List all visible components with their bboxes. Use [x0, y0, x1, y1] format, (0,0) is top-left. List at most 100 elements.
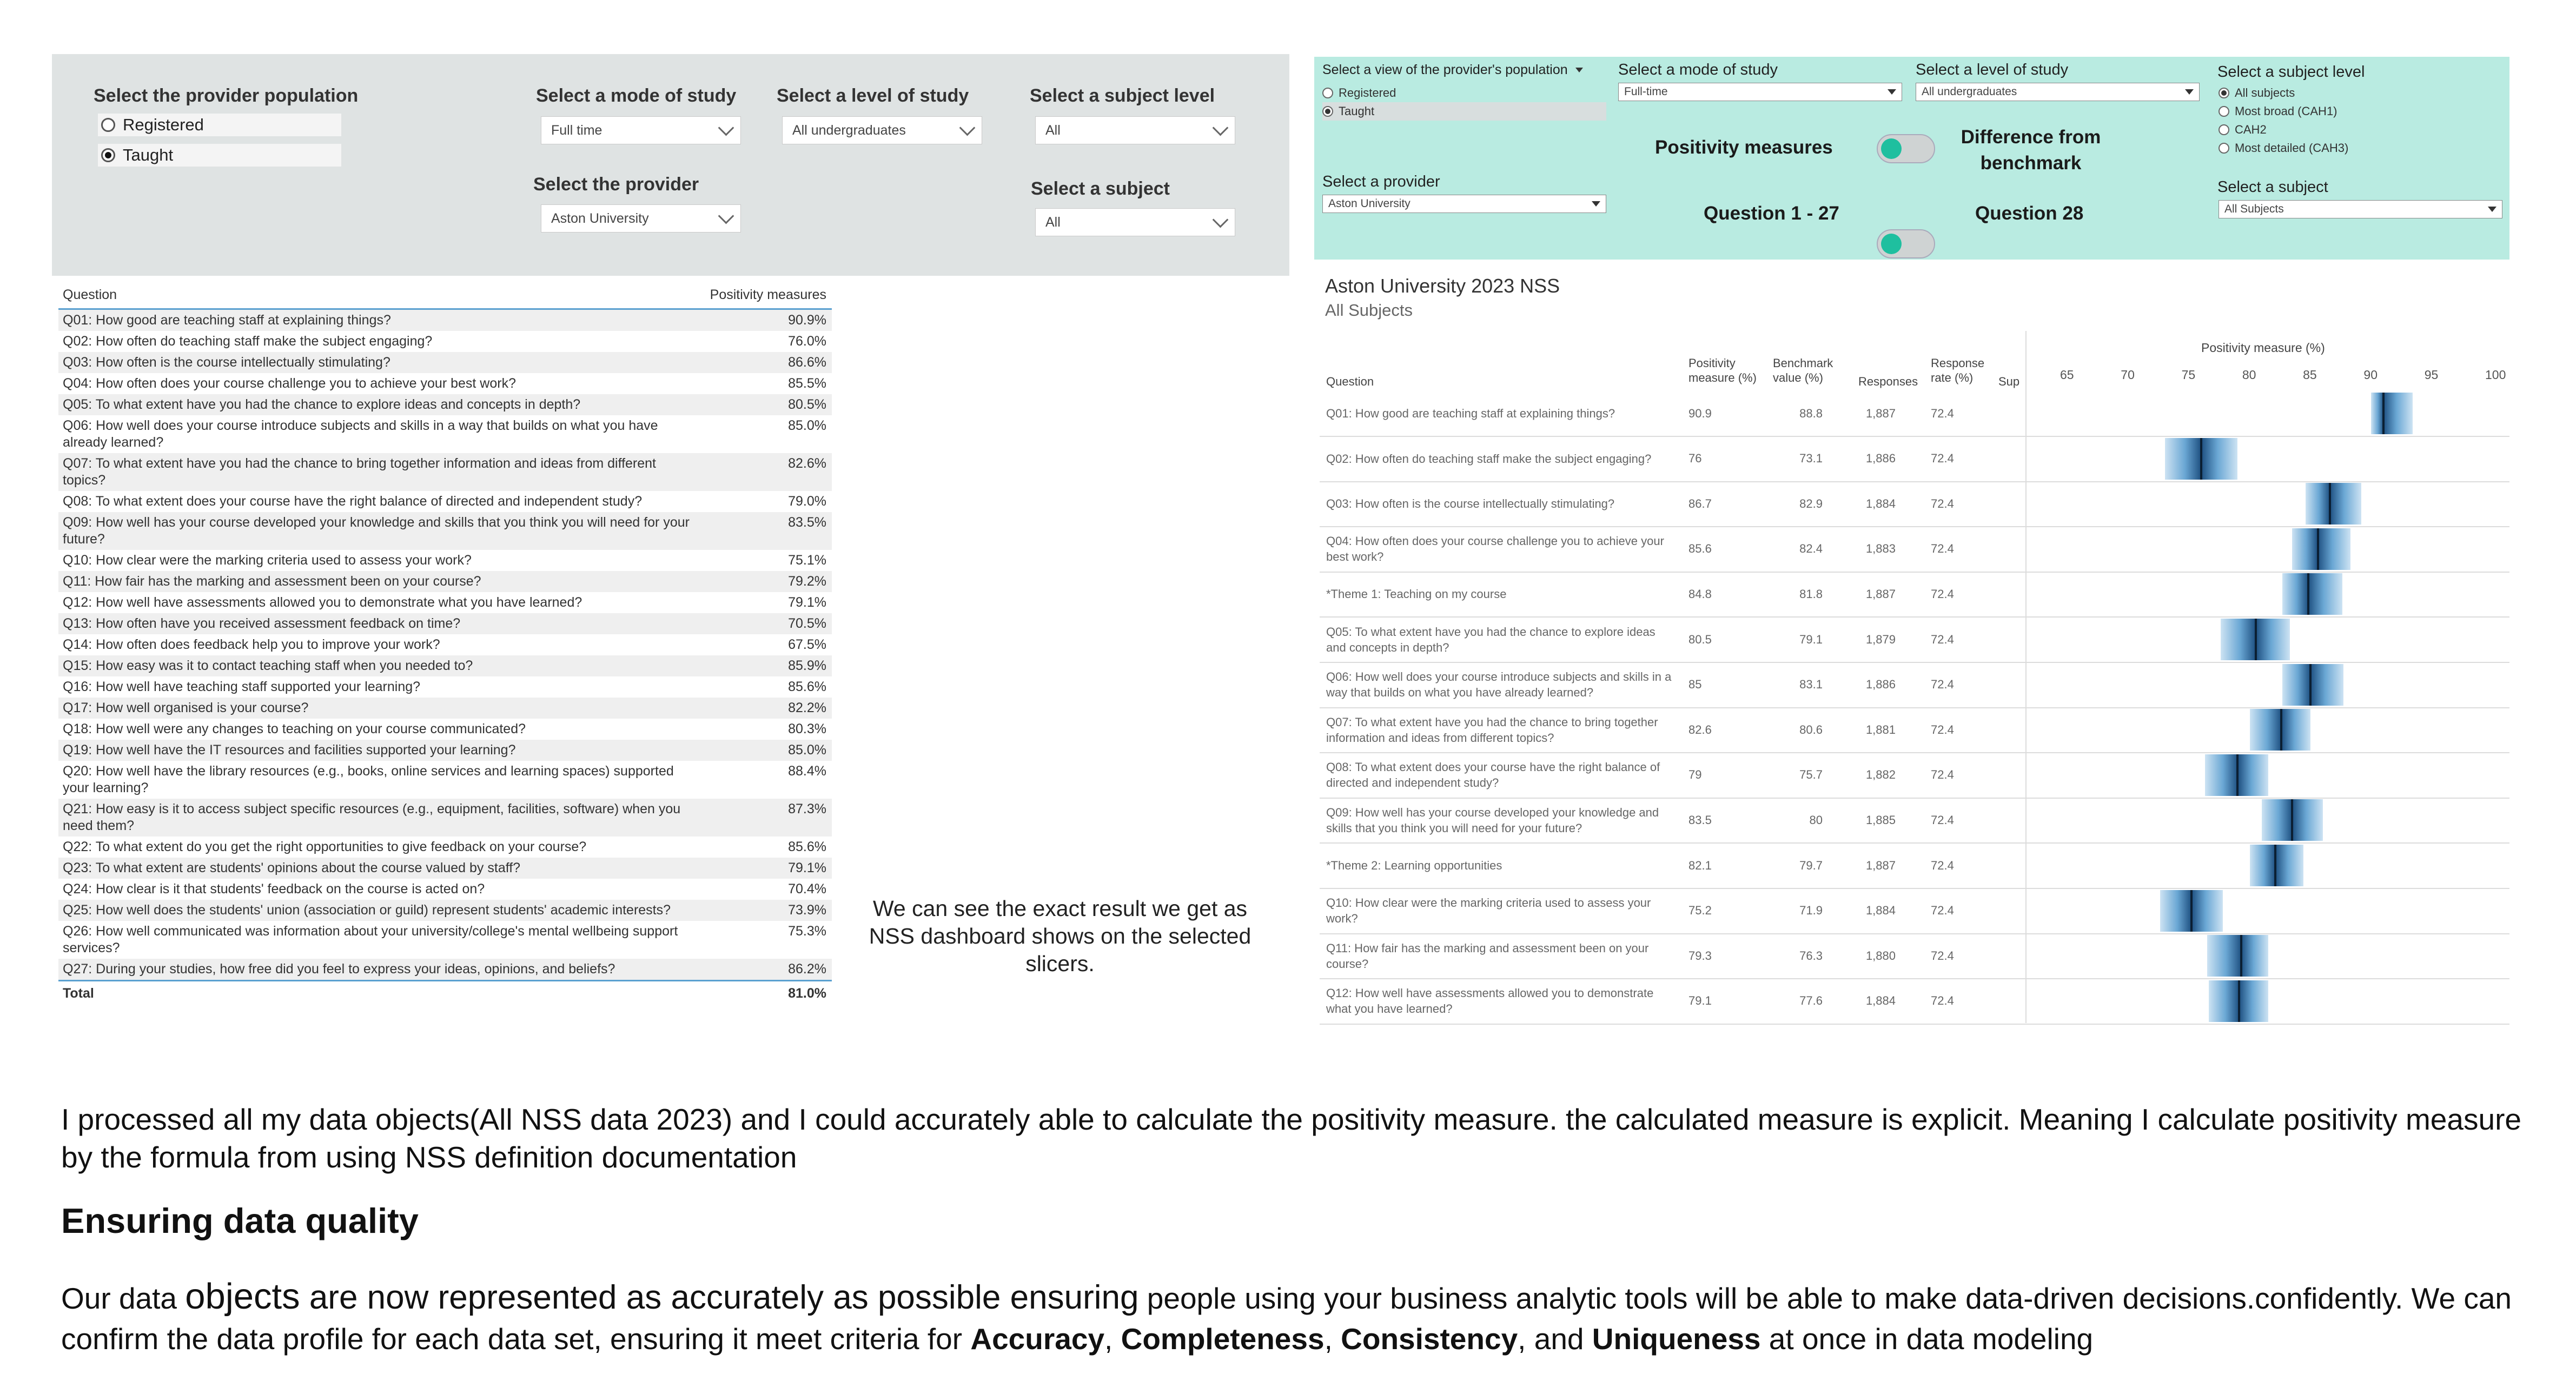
confidence-interval-bar[interactable]	[2371, 393, 2413, 434]
table-row[interactable]: Q09: How well has your course developed …	[58, 512, 832, 550]
rt-table-row[interactable]: Q10: How clear were the marking criteria…	[1320, 888, 2509, 934]
table-row[interactable]: Q01: How good are teaching staff at expl…	[58, 310, 832, 331]
table-row[interactable]: Q16: How well have teaching staff suppor…	[58, 676, 832, 698]
confidence-interval-bar[interactable]	[2249, 845, 2303, 886]
table-row[interactable]: Q08: To what extent does your course hav…	[58, 491, 832, 512]
confidence-interval-bar[interactable]	[2292, 528, 2351, 570]
rt-table-row[interactable]: *Theme 1: Teaching on my course 84.8 81.8 1…	[1320, 572, 2509, 618]
confidence-interval-bar[interactable]	[2282, 573, 2342, 615]
column-header-question[interactable]: Question	[63, 287, 117, 302]
table-row[interactable]: Q05: To what extent have you had the cha…	[58, 394, 832, 415]
table-row[interactable]: Q27: During your studies, how free did y…	[58, 959, 832, 980]
table-row[interactable]: Q12: How well have assessments allowed y…	[58, 592, 832, 613]
positivity-marker	[2236, 754, 2239, 796]
level-dropdown-r[interactable]: All undergraduates	[1916, 83, 2200, 101]
mode-dropdown[interactable]: Full time	[541, 116, 741, 144]
level-value: All undergraduates	[792, 122, 906, 138]
rt-table-row[interactable]: Q07: To what extent have you had the cha…	[1320, 707, 2509, 754]
view-radio-group: Registered Taught	[1322, 84, 1606, 121]
mode-dropdown-r[interactable]: Full-time	[1618, 83, 1902, 101]
table-row[interactable]: Q15: How easy was it to contact teaching…	[58, 655, 832, 676]
confidence-interval-bar[interactable]	[2204, 754, 2268, 796]
subject-level-dropdown[interactable]: All	[1035, 116, 1235, 144]
table-row[interactable]: Q22: To what extent do you get the right…	[58, 837, 832, 858]
table-row[interactable]: Q25: How well does the students' union (…	[58, 900, 832, 921]
table-row[interactable]: Q11: How fair has the marking and assess…	[58, 571, 832, 592]
confidence-interval-bar[interactable]	[2207, 935, 2268, 977]
table-row[interactable]: Q14: How often does feedback help you to…	[58, 634, 832, 655]
rt-responses-cell: 1,884	[1865, 904, 1896, 918]
subject-level-option[interactable]: CAH2	[2219, 121, 2348, 139]
provider-dropdown-r[interactable]: Aston University	[1322, 195, 1606, 213]
table-row[interactable]: Q18: How well were any changes to teachi…	[58, 719, 832, 740]
table-row[interactable]: Q17: How well organised is your course? 8…	[58, 698, 832, 719]
rt-table-row[interactable]: Q05: To what extent have you had the cha…	[1320, 617, 2509, 663]
confidence-interval-bar[interactable]	[2306, 483, 2362, 525]
rt-question-cell: *Theme 1: Teaching on my course	[1326, 587, 1507, 601]
subject-dropdown[interactable]: All	[1035, 208, 1235, 236]
table-row[interactable]: Q10: How clear were the marking criteria…	[58, 550, 832, 571]
provider-label: Select the provider	[533, 174, 699, 195]
measure-cell: 85.6%	[788, 679, 826, 694]
table-row[interactable]: Q26: How well communicated was informati…	[58, 921, 832, 959]
table-row[interactable]: Q21: How easy is it to access subject sp…	[58, 799, 832, 837]
rt-header-measure[interactable]: Positivity measure (%)	[1688, 356, 1757, 384]
table-row[interactable]: Q19: How well have the IT resources and …	[58, 740, 832, 761]
subject-level-option[interactable]: All subjects	[2219, 84, 2348, 102]
table-row[interactable]: Q02: How often do teaching staff make th…	[58, 331, 832, 352]
rt-table-row[interactable]: *Theme 2: Learning opportunities 82.1 79.7…	[1320, 843, 2509, 889]
rt-axis-title: Positivity measure (%)	[2201, 341, 2325, 355]
rt-table-row[interactable]: Q12: How well have assessments allowed y…	[1320, 979, 2509, 1025]
positivity-marker	[2309, 663, 2312, 706]
total-label: Total	[63, 986, 94, 1001]
table-row[interactable]: Q24: How clear is it that students' feed…	[58, 879, 832, 900]
subject-dropdown-r[interactable]: All Subjects	[2219, 200, 2502, 218]
table-row[interactable]: Q03: How often is the course intellectua…	[58, 352, 832, 373]
confidence-interval-bar[interactable]	[2249, 709, 2311, 751]
rt-measure-cell: 90.9	[1688, 406, 1712, 420]
p2-text: at once in data modeling	[1760, 1322, 2094, 1356]
subject-level-radio-group: All subjects Most broad (CAH1) CAH2 Most…	[2219, 84, 2348, 157]
provider-dropdown[interactable]: Aston University	[541, 204, 741, 233]
measure-cell: 85.6%	[788, 839, 826, 854]
view-header[interactable]: Select a view of the provider's populati…	[1322, 62, 1583, 78]
table-row[interactable]: Q06: How well does your course introduce…	[58, 415, 832, 453]
table-row[interactable]: Q04: How often does your course challeng…	[58, 373, 832, 394]
rt-header-question[interactable]: Question	[1326, 375, 1374, 388]
view-option-taught[interactable]: Taught	[1322, 102, 1606, 121]
column-header-measure[interactable]: Positivity measures	[710, 287, 826, 302]
table-row[interactable]: Q07: To what extent have you had the cha…	[58, 453, 832, 491]
confidence-interval-bar[interactable]	[2282, 663, 2343, 706]
view-option-registered[interactable]: Registered	[1322, 84, 1606, 102]
radio-registered[interactable]: Registered	[98, 114, 341, 136]
rt-table-row[interactable]: Q11: How fair has the marking and assess…	[1320, 933, 2509, 980]
subject-level-option[interactable]: Most broad (CAH1)	[2219, 102, 2348, 121]
rt-rate-cell: 72.4	[1931, 632, 1954, 646]
rt-header-benchmark[interactable]: Benchmark value (%)	[1773, 356, 1833, 384]
rt-header-rate[interactable]: Response rate (%)	[1931, 356, 1985, 384]
p2-text: , and	[1518, 1322, 1592, 1356]
rt-table-row[interactable]: Q08: To what extent does your course hav…	[1320, 753, 2509, 799]
level-dropdown[interactable]: All undergraduates	[782, 116, 982, 144]
rt-table-row[interactable]: Q01: How good are teaching staff at expl…	[1320, 391, 2509, 437]
rt-responses-cell: 1,886	[1865, 678, 1896, 692]
rt-header-responses[interactable]: Responses	[1858, 375, 1918, 388]
rt-header-sup[interactable]: Sup	[1998, 375, 2020, 388]
toggle-measure-switch[interactable]	[1877, 134, 1935, 163]
rt-rate-cell: 72.4	[1931, 452, 1954, 466]
rt-question-cell: Q01: How good are teaching staff at expl…	[1326, 407, 1615, 420]
rt-table-row[interactable]: Q02: How often do teaching staff make th…	[1320, 436, 2509, 482]
option-label: Most broad (CAH1)	[2235, 104, 2337, 118]
table-row[interactable]: Q20: How well have the library resources…	[58, 761, 832, 799]
rt-table-row[interactable]: Q09: How well has your course developed …	[1320, 798, 2509, 844]
rt-table-row[interactable]: Q06: How well does your course introduce…	[1320, 662, 2509, 708]
subject-level-option[interactable]: Most detailed (CAH3)	[2219, 139, 2348, 157]
rt-responses-cell: 1,879	[1865, 632, 1896, 646]
toggle-question-switch[interactable]	[1877, 229, 1935, 258]
rt-table-row[interactable]: Q04: How often does your course challeng…	[1320, 527, 2509, 573]
table-row[interactable]: Q23: To what extent are students' opinio…	[58, 858, 832, 879]
radio-taught[interactable]: Taught	[98, 144, 341, 167]
table-row[interactable]: Q13: How often have you received assessm…	[58, 613, 832, 634]
mode-label: Select a mode of study	[536, 85, 737, 106]
rt-table-row[interactable]: Q03: How often is the course intellectua…	[1320, 481, 2509, 528]
